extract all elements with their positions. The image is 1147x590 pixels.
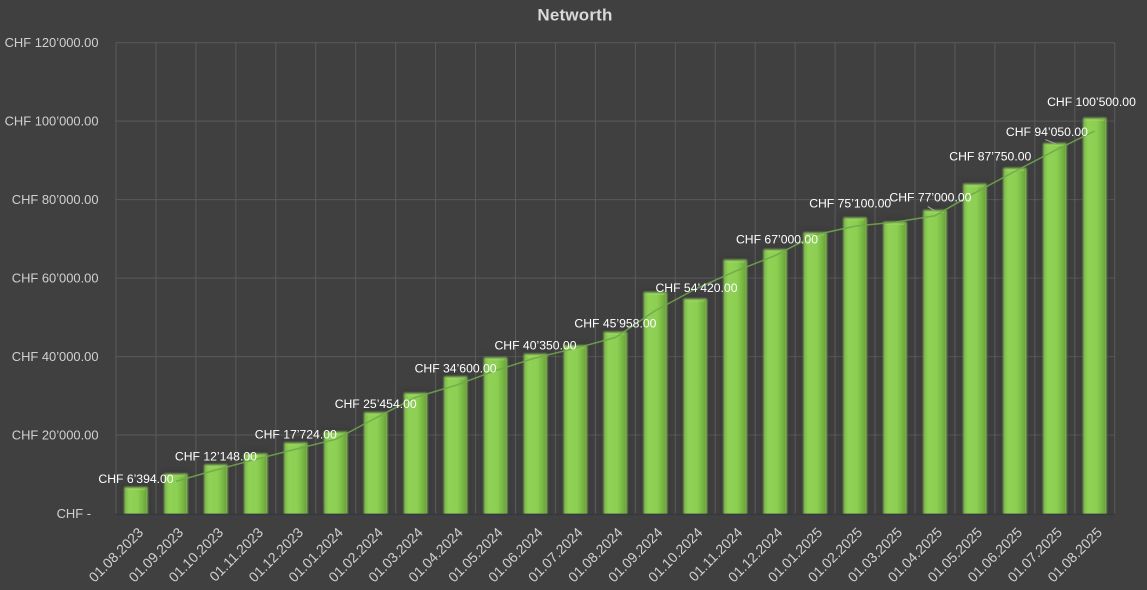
svg-text:Networth: Networth	[537, 5, 612, 24]
svg-text:CHF 6’394.00: CHF 6’394.00	[98, 472, 173, 486]
svg-text:CHF 45’958.00: CHF 45’958.00	[574, 317, 656, 331]
svg-text:CHF 25’454.00: CHF 25’454.00	[335, 397, 417, 411]
svg-text:CHF 17’724.00: CHF 17’724.00	[255, 428, 337, 442]
svg-text:CHF 34’600.00: CHF 34’600.00	[415, 361, 497, 375]
svg-text:CHF 12’148.00: CHF 12’148.00	[175, 449, 257, 463]
svg-text:CHF 20’000.00: CHF 20’000.00	[12, 428, 99, 443]
svg-text:CHF 67’000.00: CHF 67’000.00	[736, 233, 818, 247]
svg-text:CHF 77’000.00: CHF 77’000.00	[889, 191, 971, 205]
svg-text:CHF 100’000.00: CHF 100’000.00	[5, 114, 99, 129]
svg-text:CHF -: CHF -	[57, 506, 91, 521]
svg-text:CHF 60’000.00: CHF 60’000.00	[12, 271, 99, 286]
svg-text:CHF 100’500.00: CHF 100’500.00	[1047, 95, 1136, 109]
svg-text:CHF 40’350.00: CHF 40’350.00	[495, 339, 577, 353]
svg-text:CHF 120’000.00: CHF 120’000.00	[5, 35, 99, 50]
svg-text:CHF 80’000.00: CHF 80’000.00	[12, 192, 99, 207]
svg-text:CHF 54’420.00: CHF 54’420.00	[656, 281, 738, 295]
svg-text:CHF 40’000.00: CHF 40’000.00	[12, 349, 99, 364]
svg-text:CHF 94’050.00: CHF 94’050.00	[1006, 125, 1088, 139]
svg-text:CHF 75’100.00: CHF 75’100.00	[809, 196, 891, 210]
svg-text:CHF 87’750.00: CHF 87’750.00	[949, 150, 1031, 164]
